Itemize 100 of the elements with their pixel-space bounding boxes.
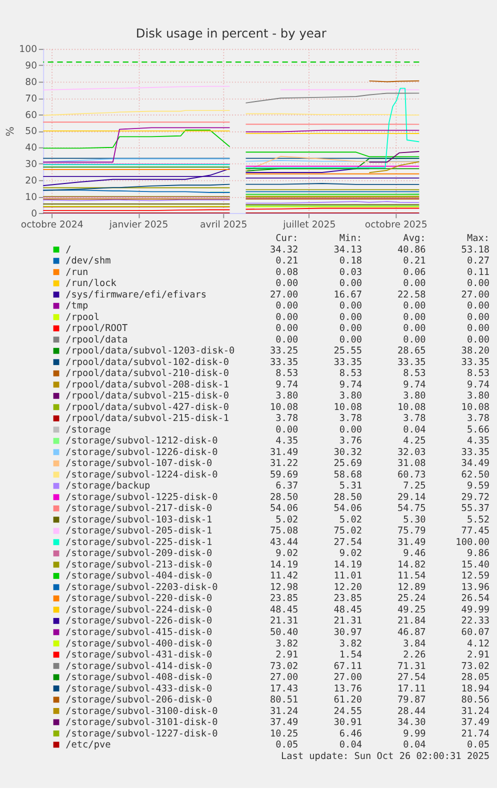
legend-label: /dev/shm	[66, 256, 112, 267]
legend-label: /storage/subvol-217-disk-0	[66, 503, 213, 514]
legend-label: /storage/subvol-206-disk-0	[66, 694, 213, 706]
y-tick-label: 40	[25, 142, 38, 154]
x-tick-label: octobre 2025	[364, 220, 428, 231]
text: 33.35	[334, 356, 362, 368]
text: 73.02	[461, 660, 490, 672]
text: 9.86	[466, 548, 490, 560]
text: 0.00	[276, 300, 299, 312]
legend-label: /storage/subvol-3100-disk-0	[66, 706, 218, 717]
legend-label: /rpool/data/subvol-210-disk-0	[66, 368, 230, 380]
text: 73.02	[270, 660, 298, 672]
text: 8.53	[339, 368, 362, 380]
text: 17.11	[398, 683, 426, 694]
text: 48.45	[334, 604, 362, 616]
text: 14.19	[334, 559, 362, 570]
text: 50.40	[270, 627, 299, 638]
text: 31.49	[270, 446, 298, 458]
text: Min:	[339, 233, 362, 244]
text: Cur:	[276, 233, 298, 244]
text: 75.02	[334, 526, 362, 537]
legend-label: /storage/subvol-107-disk-0	[66, 458, 213, 470]
legend-label: /storage/subvol-209-disk-0	[66, 548, 213, 560]
text: Max:	[466, 233, 490, 244]
text: 34.49	[461, 458, 490, 470]
text: 37.49	[461, 717, 490, 728]
text: 0.00	[403, 300, 426, 312]
legend-label: /storage/subvol-1227-disk-0	[66, 728, 218, 740]
text: 7.25	[403, 480, 426, 492]
legend-label: /storage/subvol-225-disk-1	[66, 536, 212, 548]
y-axis-title: %	[4, 126, 17, 136]
legend-label: /storage/subvol-414-disk-0	[66, 660, 213, 672]
text: 3.80	[403, 390, 426, 402]
text: 0.00	[339, 278, 362, 290]
text: 30.97	[334, 627, 362, 638]
legend-label: /storage/subvol-433-disk-0	[66, 683, 213, 694]
text: 0.08	[276, 266, 299, 278]
text: 31.08	[398, 458, 426, 470]
x-tick-label: avril 2025	[200, 220, 248, 231]
y-tick-label: 50	[25, 126, 38, 138]
text: 10.08	[334, 402, 362, 413]
legend-label: /rpool/data/subvol-1203-disk-0	[66, 346, 236, 357]
text: 0.04	[403, 424, 426, 436]
text: 60.07	[461, 627, 490, 638]
text: 9.74	[339, 379, 362, 390]
text: 27.54	[334, 536, 362, 548]
text: 27.54	[398, 672, 426, 684]
text: 33.35	[461, 446, 490, 458]
text: 5.30	[403, 514, 426, 526]
text: 3.82	[276, 638, 298, 650]
y-tick-label: 100	[19, 44, 38, 56]
text: 30.32	[334, 446, 362, 458]
text: 11.54	[398, 570, 426, 582]
text: 4.35	[466, 436, 490, 447]
text: 27.00	[461, 289, 490, 300]
text: 14.19	[270, 559, 298, 570]
text: 9.74	[276, 379, 299, 390]
text: 34.13	[334, 244, 362, 256]
text: 75.08	[270, 526, 299, 537]
text: 3.78	[403, 413, 426, 424]
y-tick-label: 70	[25, 93, 38, 104]
text: 4.25	[403, 436, 426, 447]
y-tick-label: 60	[25, 110, 38, 121]
text: 0.04	[403, 740, 426, 751]
text: 8.53	[403, 368, 426, 380]
text: 0.00	[276, 424, 299, 436]
text: 4.12	[466, 638, 490, 650]
text: 5.02	[276, 514, 298, 526]
text: 0.00	[339, 300, 362, 312]
text: 12.98	[270, 582, 299, 593]
text: 4.35	[276, 436, 298, 447]
text: 0.21	[276, 256, 298, 267]
text: 54.06	[270, 503, 299, 514]
text: 33.35	[398, 356, 426, 368]
legend-label: /storage/subvol-415-disk-0	[66, 627, 213, 638]
legend-label: /storage/subvol-224-disk-0	[66, 604, 213, 616]
text: 8.53	[276, 368, 298, 380]
text: 21.31	[334, 616, 362, 627]
legend-label: /storage/backup	[66, 480, 151, 492]
text: 22.58	[398, 289, 426, 300]
text: 0.00	[403, 323, 426, 334]
text: 31.24	[270, 706, 299, 717]
text: 25.69	[334, 458, 362, 470]
y-tick-label: 30	[25, 159, 38, 170]
text: 31.24	[461, 706, 490, 717]
text: 0.11	[466, 266, 490, 278]
text: 3.78	[466, 413, 490, 424]
text: 67.11	[334, 660, 362, 672]
text: 1.54	[339, 650, 362, 661]
text: 0.00	[276, 323, 299, 334]
text: 10.08	[270, 402, 299, 413]
legend-label: /run/lock	[66, 278, 117, 290]
text: 16.67	[334, 289, 362, 300]
text: 6.46	[339, 728, 362, 740]
legend-label: /storage/subvol-1225-disk-0	[66, 492, 218, 503]
text: 0.00	[339, 323, 362, 334]
text: 15.40	[461, 559, 490, 570]
x-tick-label: juillet 2025	[282, 220, 336, 231]
text: 80.51	[270, 694, 298, 706]
text: 32.03	[398, 446, 426, 458]
